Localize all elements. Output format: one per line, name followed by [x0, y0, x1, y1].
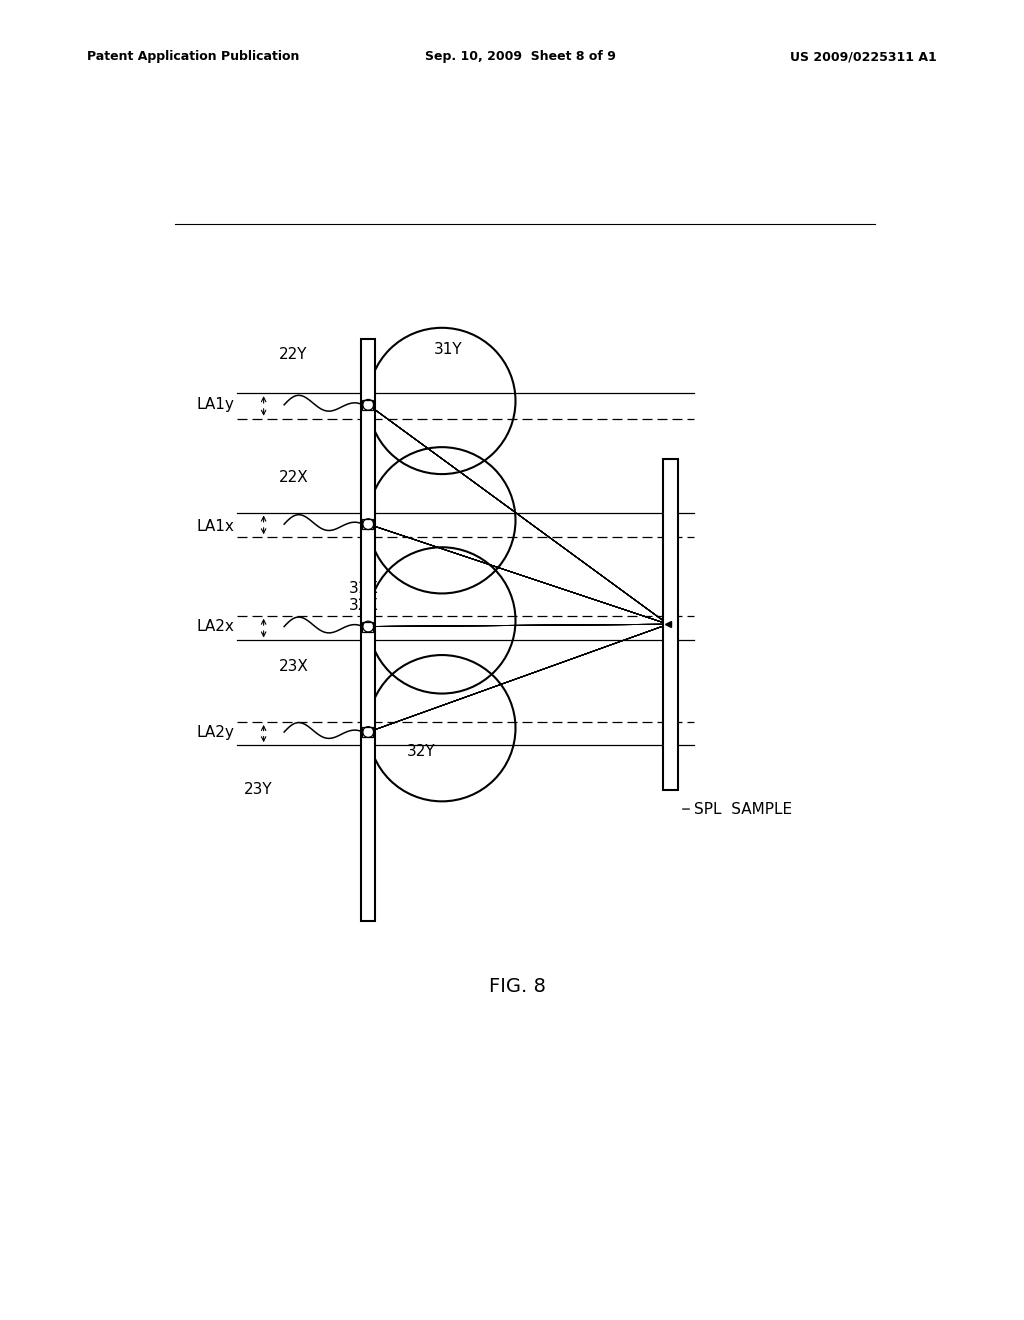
Text: SPL  SAMPLE: SPL SAMPLE: [693, 801, 792, 817]
Text: 32X: 32X: [349, 598, 379, 612]
Text: LA1x: LA1x: [197, 519, 234, 535]
Text: 23X: 23X: [280, 659, 309, 675]
Bar: [362, 622, 373, 631]
Text: Patent Application Publication: Patent Application Publication: [87, 50, 299, 63]
Text: LA1y: LA1y: [197, 397, 234, 412]
Text: US 2009/0225311 A1: US 2009/0225311 A1: [791, 50, 937, 63]
Text: Sep. 10, 2009  Sheet 8 of 9: Sep. 10, 2009 Sheet 8 of 9: [425, 50, 615, 63]
Text: LA2x: LA2x: [197, 619, 234, 634]
Text: 31Y: 31Y: [434, 342, 463, 356]
Bar: [361, 339, 375, 921]
Bar: [663, 459, 678, 789]
Bar: [362, 400, 373, 409]
Text: 32Y: 32Y: [407, 743, 435, 759]
Text: 22Y: 22Y: [280, 347, 307, 362]
Text: 31X: 31X: [349, 581, 379, 595]
Text: LA2y: LA2y: [197, 725, 234, 739]
Text: 23Y: 23Y: [245, 783, 272, 797]
Bar: [362, 519, 373, 529]
Text: 22X: 22X: [280, 470, 309, 486]
Bar: [362, 727, 373, 737]
Text: FIG. 8: FIG. 8: [488, 977, 546, 995]
